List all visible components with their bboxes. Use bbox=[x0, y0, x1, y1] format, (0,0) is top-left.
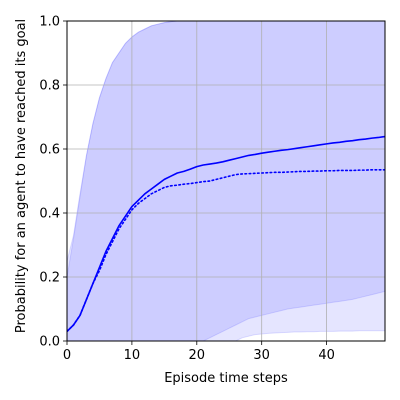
x-tick-label: 10 bbox=[124, 348, 141, 363]
x-axis-label: Episode time steps bbox=[164, 371, 288, 386]
x-axis-ticks: 0 10 20 30 40 bbox=[63, 341, 335, 363]
x-tick-label: 30 bbox=[253, 348, 270, 363]
x-tick-label: 40 bbox=[318, 348, 335, 363]
series-line-1 bbox=[67, 135, 385, 332]
plot-area bbox=[66, 20, 386, 342]
y-tick-label: 0.6 bbox=[39, 143, 60, 158]
y-tick-label: 1.0 bbox=[39, 15, 60, 30]
series-line-2 bbox=[67, 169, 385, 333]
y-tick-label: 0.0 bbox=[39, 335, 60, 350]
y-tick-label: 0.2 bbox=[39, 271, 60, 286]
x-tick-label: 20 bbox=[189, 348, 206, 363]
y-tick-label: 0.4 bbox=[39, 207, 60, 222]
y-axis-ticks: 0.0 0.2 0.4 0.6 0.8 1.0 bbox=[39, 15, 67, 350]
y-tick-label: 0.8 bbox=[39, 79, 60, 94]
series-lines bbox=[67, 135, 385, 333]
confidence-bands bbox=[67, 21, 385, 341]
x-tick-label: 0 bbox=[63, 348, 71, 363]
plot-frame bbox=[66, 20, 386, 342]
y-axis-label: Probability for an agent to have reached… bbox=[14, 19, 29, 333]
confidence-band-2 bbox=[67, 21, 385, 341]
